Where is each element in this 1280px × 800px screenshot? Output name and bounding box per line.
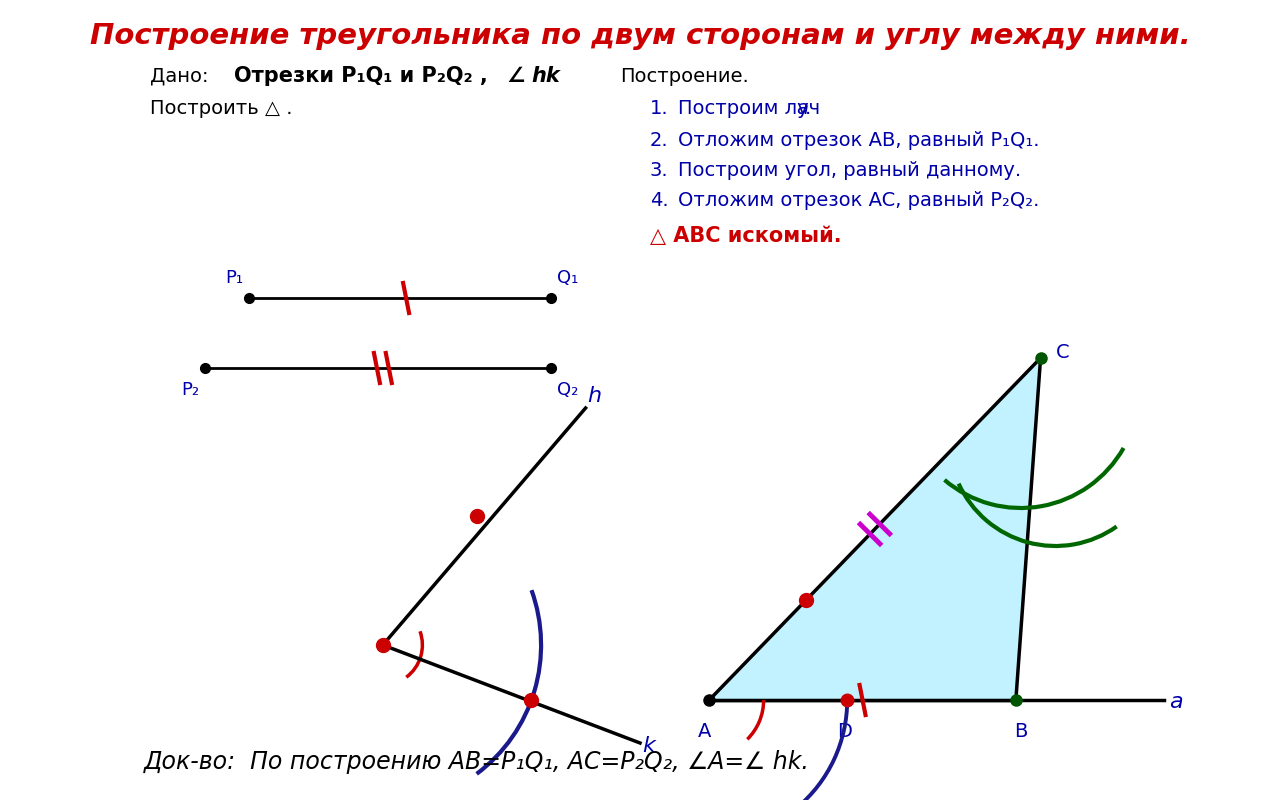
- Text: 1.: 1.: [650, 98, 668, 118]
- Text: Отложим отрезок AB, равный P₁Q₁.: Отложим отрезок AB, равный P₁Q₁.: [677, 130, 1039, 150]
- Text: .: .: [805, 98, 812, 118]
- Text: C: C: [1056, 343, 1069, 362]
- Text: ∠: ∠: [507, 66, 525, 86]
- Text: hk: hk: [531, 66, 559, 86]
- Text: D: D: [837, 722, 851, 741]
- Text: Построение.: Построение.: [621, 66, 749, 86]
- Text: 3.: 3.: [650, 161, 668, 179]
- Text: Построение треугольника по двум сторонам и углу между ними.: Построение треугольника по двум сторонам…: [90, 22, 1190, 50]
- Text: Q₁: Q₁: [557, 269, 579, 287]
- Text: h: h: [588, 386, 602, 406]
- Text: Построим угол, равный данному.: Построим угол, равный данному.: [677, 161, 1020, 179]
- Text: a: a: [796, 98, 808, 118]
- Text: a: a: [1169, 692, 1183, 712]
- Text: Дано:: Дано:: [151, 66, 209, 86]
- Text: Q₂: Q₂: [557, 381, 579, 399]
- Text: Отрезки P₁Q₁ и P₂Q₂ ,: Отрезки P₁Q₁ и P₂Q₂ ,: [234, 66, 488, 86]
- Text: k: k: [643, 736, 655, 756]
- Text: P₂: P₂: [182, 381, 200, 399]
- Text: △ ABC искомый.: △ ABC искомый.: [650, 226, 841, 246]
- Polygon shape: [709, 358, 1041, 700]
- Text: 4.: 4.: [650, 190, 668, 210]
- Text: Построить △ .: Построить △ .: [151, 98, 293, 118]
- Text: 2.: 2.: [650, 130, 668, 150]
- Text: P₁: P₁: [225, 269, 243, 287]
- Text: A: A: [698, 722, 710, 741]
- Text: Дoк-во:  По построению AB=P₁Q₁, AC=P₂Q₂, ∠A=∠ hk.: Дoк-во: По построению AB=P₁Q₁, AC=P₂Q₂, …: [143, 750, 809, 774]
- Text: Отложим отрезок AC, равный P₂Q₂.: Отложим отрезок AC, равный P₂Q₂.: [677, 190, 1039, 210]
- Text: B: B: [1014, 722, 1028, 741]
- Text: Построим луч: Построим луч: [677, 98, 826, 118]
